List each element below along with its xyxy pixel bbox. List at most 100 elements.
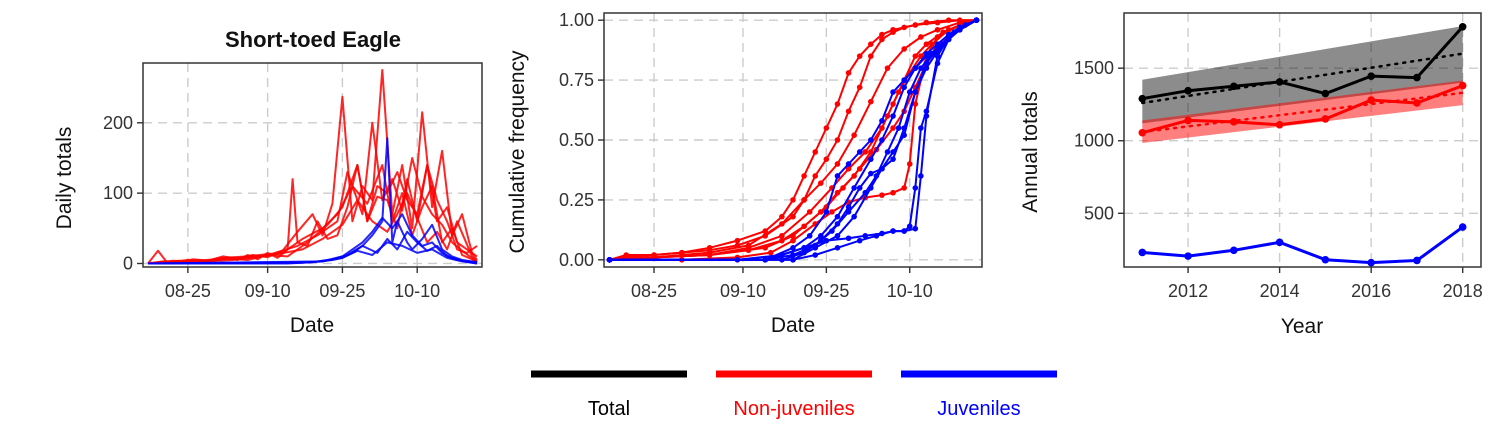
data-point-juveniles — [801, 245, 807, 251]
y-tick-label: 0.00 — [559, 250, 594, 270]
data-point-juveniles — [868, 156, 874, 162]
trend-line-total — [1141, 52, 1464, 105]
data-point-juveniles — [862, 233, 869, 239]
series-line-non_juveniles — [609, 19, 977, 261]
data-point-non_juveniles — [890, 29, 896, 35]
data-point-non_juveniles — [856, 53, 863, 59]
data-point-non_juveniles — [762, 228, 769, 234]
plot-frame — [1123, 12, 1482, 268]
data-point-non_juveniles — [945, 17, 952, 23]
data-point-non_juveniles — [895, 89, 902, 95]
data-point-juveniles — [790, 245, 796, 251]
data-point-juveniles — [851, 213, 857, 220]
x-tick-label: 2012 — [1168, 281, 1208, 301]
data-point-non_juveniles — [879, 36, 885, 43]
data-point-non_juveniles — [906, 161, 913, 167]
y-axis-title: Annual totals — [1019, 91, 1042, 212]
series-line-non_juveniles — [609, 19, 977, 261]
data-point-juveniles — [906, 89, 913, 95]
data-point-non_juveniles — [879, 192, 885, 198]
data-point-juveniles — [1184, 252, 1192, 260]
data-point-non_juveniles — [1184, 116, 1192, 125]
y-tick-label: 1000 — [1074, 131, 1114, 151]
cumulative-frequency-panel: 08-25 09-10 09-25 10-10 0.00 0.25 0.50 0.75 1.0… — [506, 10, 983, 337]
data-point-non_juveniles — [845, 165, 852, 172]
data-point-juveniles — [912, 185, 919, 191]
data-point-non_juveniles — [1138, 128, 1147, 137]
data-point-juveniles — [918, 65, 924, 71]
data-point-total — [1275, 78, 1284, 86]
data-point-juveniles — [856, 237, 863, 244]
data-point-juveniles — [1458, 223, 1467, 231]
data-point-non_juveniles — [734, 237, 741, 244]
data-point-non_juveniles — [823, 125, 830, 131]
x-tick-label: 2018 — [1443, 281, 1483, 301]
data-point-non_juveniles — [851, 173, 857, 179]
data-point-juveniles — [934, 41, 941, 47]
x-ticks: 08-25 09-10 09-25 10-10 — [631, 267, 933, 301]
y-tick-label: 0 — [123, 253, 133, 273]
data-point-non_juveniles — [1275, 120, 1284, 129]
data-point-non_juveniles — [856, 84, 863, 91]
y-axis-title: Cumulative frequency — [506, 50, 529, 254]
data-point-non_juveniles — [812, 173, 819, 179]
data-point-juveniles — [823, 209, 830, 215]
data-point-juveniles — [845, 161, 852, 167]
series-line-total — [1142, 25, 1464, 101]
data-point-juveniles — [901, 84, 907, 91]
data-point-non_juveniles — [1367, 96, 1375, 104]
data-point-non_juveniles — [912, 53, 919, 59]
data-point-juveniles — [901, 132, 907, 139]
y-tick-label: 500 — [1084, 203, 1114, 223]
daily-totals-panel: Short-toed Eagle 08-25 09-10 09-25 10-10 0 1… — [53, 27, 483, 337]
data-point-juveniles — [834, 233, 841, 239]
data-point-juveniles — [1321, 255, 1330, 264]
data-point-juveniles — [890, 228, 896, 234]
y-tick-label: 200 — [103, 113, 133, 133]
data-point-juveniles — [918, 125, 924, 131]
data-point-juveniles — [890, 113, 896, 119]
data-point-non_juveniles — [851, 132, 857, 139]
data-point-juveniles — [845, 204, 852, 210]
panel-title: Short-toed Eagle — [225, 27, 401, 52]
data-point-juveniles — [879, 118, 885, 124]
data-point-total — [1458, 22, 1467, 31]
series-line-non_juveniles — [147, 192, 478, 265]
data-point-total — [1367, 72, 1375, 80]
data-point-juveniles — [934, 48, 941, 55]
data-point-non_juveniles — [868, 98, 874, 105]
data-point-juveniles — [868, 137, 874, 143]
data-point-juveniles — [817, 233, 824, 239]
data-point-juveniles — [906, 223, 913, 230]
data-point-non_juveniles — [890, 189, 896, 196]
data-point-non_juveniles — [918, 34, 924, 40]
data-point-juveniles — [856, 149, 863, 155]
legend-label-juveniles: Juveniles — [937, 398, 1020, 420]
series-group — [606, 17, 980, 263]
data-point-juveniles — [1413, 256, 1421, 265]
trend-line-non_juveniles — [1141, 91, 1464, 134]
data-point-juveniles — [890, 149, 896, 155]
data-point-total — [1321, 89, 1330, 98]
series-group — [147, 69, 478, 265]
data-point-non_juveniles — [884, 65, 891, 71]
data-point-juveniles — [868, 185, 874, 191]
x-tick-label: 09-25 — [319, 281, 365, 301]
series-group — [1138, 22, 1467, 267]
x-tick-label: 10-10 — [394, 281, 440, 301]
data-point-non_juveniles — [834, 189, 841, 196]
x-ticks: 08-25 09-10 09-25 10-10 — [165, 267, 440, 301]
data-point-juveniles — [812, 245, 819, 251]
series-line-non_juveniles — [147, 121, 478, 265]
data-point-juveniles — [1230, 246, 1238, 255]
data-point-juveniles — [834, 173, 841, 179]
data-point-juveniles — [1275, 238, 1284, 247]
data-point-juveniles — [856, 185, 863, 191]
y-ticks: 500 1000 1500 — [1074, 58, 1124, 223]
series-line-juveniles — [609, 19, 977, 261]
y-tick-label: 0.75 — [559, 70, 594, 90]
data-point-juveniles — [845, 235, 852, 242]
data-point-juveniles — [923, 65, 930, 71]
legend-label-total: Total — [588, 398, 630, 420]
